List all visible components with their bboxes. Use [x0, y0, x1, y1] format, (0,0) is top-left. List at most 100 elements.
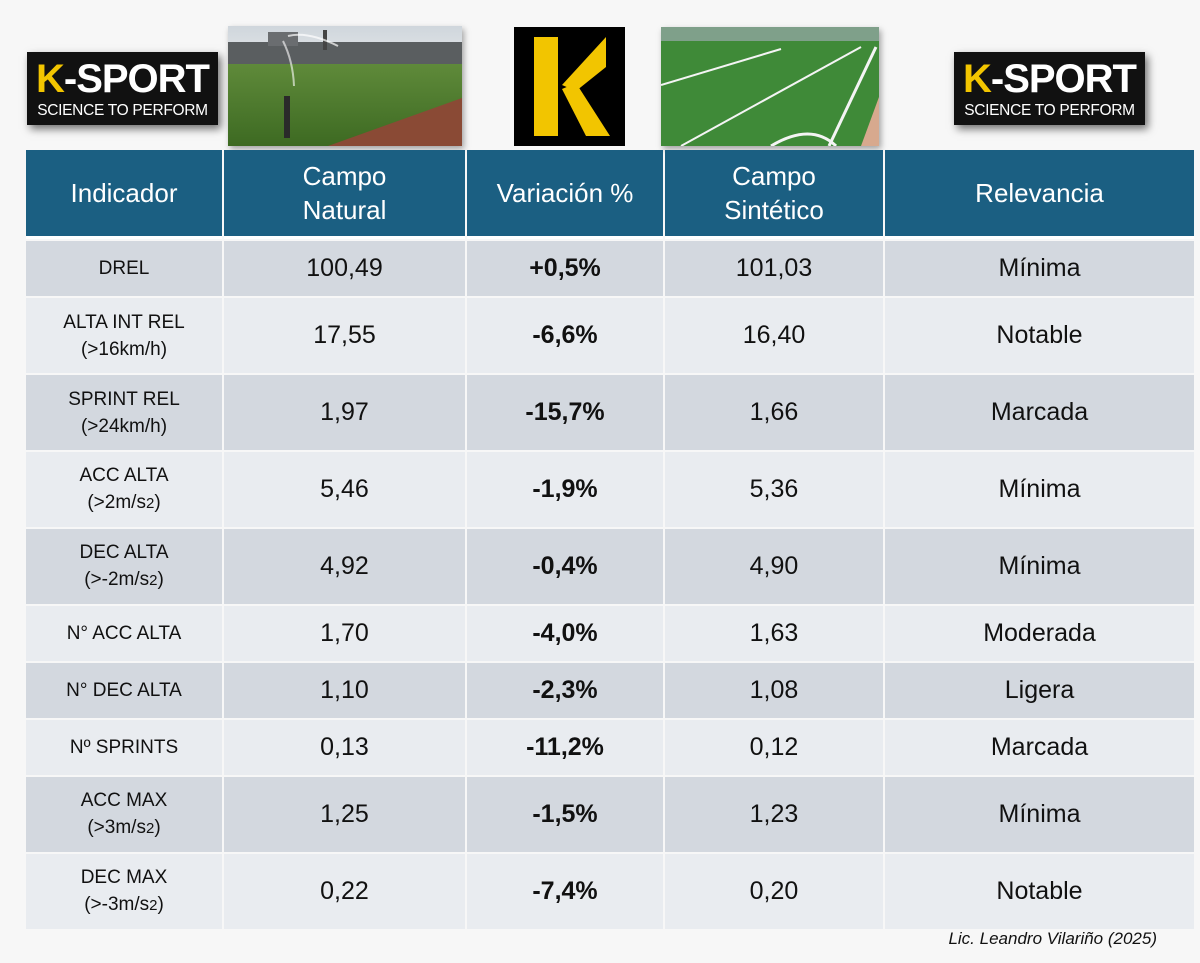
logo-tagline: SCIENCE TO PERFORM: [37, 102, 208, 119]
indicator-name: DEC MAX: [80, 867, 168, 888]
cell-natural: 1,97: [224, 375, 465, 450]
indicator-exponent: 2: [145, 495, 155, 512]
cell-relevance: Mínima: [885, 241, 1194, 296]
indicator-threshold: (>16km/h): [80, 338, 168, 360]
indicator-close: ): [157, 894, 164, 915]
table-row: DEC MAX (>-3m/s2) 0,22 -7,4% 0,20 Notable: [26, 854, 1194, 929]
cell-natural: 1,10: [224, 663, 465, 718]
cell-synthetic: 101,03: [665, 241, 883, 296]
cell-relevance: Notable: [885, 854, 1194, 929]
cell-synthetic: 1,63: [665, 606, 883, 661]
indicator-exponent: 2: [145, 820, 155, 837]
header-natural: Campo Natural: [224, 150, 465, 239]
header-variation: Variación %: [467, 150, 663, 239]
indicator-threshold: (>-2m/s: [84, 569, 150, 590]
cell-indicator: DEC ALTA (>-2m/s2): [26, 529, 222, 604]
comparison-table-container: Indicador Campo Natural Variación % Campo…: [24, 148, 1194, 931]
cell-natural: 100,49: [224, 241, 465, 296]
indicator-exponent: 2: [149, 572, 158, 589]
cell-relevance: Mínima: [885, 452, 1194, 527]
logo-tagline: SCIENCE TO PERFORM: [964, 102, 1135, 119]
indicator-name: DREL: [98, 258, 150, 279]
indicator-close: ): [154, 492, 161, 513]
cell-natural: 1,25: [224, 777, 465, 852]
cell-indicator: SPRINT REL (>24km/h): [26, 375, 222, 450]
cell-variation: -6,6%: [467, 298, 663, 373]
table-row: ALTA INT REL (>16km/h) 17,55 -6,6% 16,40 Nota…: [26, 298, 1194, 373]
cell-variation: -15,7%: [467, 375, 663, 450]
cell-variation: +0,5%: [467, 241, 663, 296]
cell-relevance: Marcada: [885, 720, 1194, 775]
cell-synthetic: 1,08: [665, 663, 883, 718]
ksport-logo-left: K-SPORT SCIENCE TO PERFORM: [27, 52, 218, 125]
table-row: DEC ALTA (>-2m/s2) 4,92 -0,4% 4,90 Mínima: [26, 529, 1194, 604]
indicator-name: DEC ALTA: [79, 542, 169, 563]
cell-synthetic: 1,66: [665, 375, 883, 450]
cell-natural: 17,55: [224, 298, 465, 373]
ksport-logo-right: K-SPORT SCIENCE TO PERFORM: [954, 52, 1145, 125]
cell-natural: 0,13: [224, 720, 465, 775]
synthetic-turf-photo: [661, 27, 879, 146]
indicator-name: N° DEC ALTA: [66, 680, 182, 701]
indicator-threshold: (>2m/s: [87, 492, 146, 513]
cell-natural: 1,70: [224, 606, 465, 661]
table-header-row: Indicador Campo Natural Variación % Campo…: [26, 150, 1194, 239]
cell-indicator: DEC MAX (>-3m/s2): [26, 854, 222, 929]
cell-variation: -7,4%: [467, 854, 663, 929]
indicator-name: SPRINT REL: [68, 388, 180, 410]
comparison-table: Indicador Campo Natural Variación % Campo…: [24, 148, 1196, 931]
cell-relevance: Mínima: [885, 777, 1194, 852]
cell-relevance: Marcada: [885, 375, 1194, 450]
indicator-name: ALTA INT REL: [63, 311, 185, 333]
header-indicator: Indicador: [26, 150, 222, 239]
cell-variation: -1,5%: [467, 777, 663, 852]
cell-indicator: ACC MAX (>3m/s2): [26, 777, 222, 852]
indicator-exponent: 2: [149, 897, 158, 914]
cell-relevance: Notable: [885, 298, 1194, 373]
indicator-close: ): [154, 817, 161, 838]
cell-indicator: DREL: [26, 241, 222, 296]
cell-synthetic: 16,40: [665, 298, 883, 373]
cell-indicator: N° ACC ALTA: [26, 606, 222, 661]
cell-synthetic: 4,90: [665, 529, 883, 604]
table-row: N° ACC ALTA 1,70 -4,0% 1,63 Moderada: [26, 606, 1194, 661]
table-body: DREL 100,49 +0,5% 101,03 Mínima ALTA INT REL(…: [26, 241, 1194, 929]
cell-synthetic: 5,36: [665, 452, 883, 527]
cell-relevance: Ligera: [885, 663, 1194, 718]
cell-indicator: ACC ALTA (>2m/s2): [26, 452, 222, 527]
table-row: ACC MAX (>3m/s2) 1,25 -1,5% 1,23 Mínima: [26, 777, 1194, 852]
k-emblem-logo: [514, 27, 625, 146]
logo-wordmark: K-SPORT: [35, 57, 210, 101]
indicator-name: ACC ALTA: [79, 465, 169, 486]
cell-relevance: Moderada: [885, 606, 1194, 661]
cell-variation: -2,3%: [467, 663, 663, 718]
header-relevance: Relevancia: [885, 150, 1194, 239]
cell-synthetic: 0,12: [665, 720, 883, 775]
cell-variation: -0,4%: [467, 529, 663, 604]
table-row: ACC ALTA (>2m/s2) 5,46 -1,9% 5,36 Mínima: [26, 452, 1194, 527]
table-row: N° DEC ALTA 1,10 -2,3% 1,08 Ligera: [26, 663, 1194, 718]
cell-natural: 4,92: [224, 529, 465, 604]
cell-natural: 0,22: [224, 854, 465, 929]
cell-variation: -1,9%: [467, 452, 663, 527]
cell-indicator: N° DEC ALTA: [26, 663, 222, 718]
indicator-threshold: (>3m/s: [87, 817, 146, 838]
indicator-close: ): [157, 569, 164, 590]
cell-synthetic: 0,20: [665, 854, 883, 929]
table-row: Nº SPRINTS 0,13 -11,2% 0,12 Marcada: [26, 720, 1194, 775]
indicator-threshold: (>24km/h): [80, 415, 168, 437]
table-row: DREL 100,49 +0,5% 101,03 Mínima: [26, 241, 1194, 296]
cell-indicator: ALTA INT REL (>16km/h): [26, 298, 222, 373]
indicator-threshold: (>-3m/s: [84, 894, 150, 915]
cell-relevance: Mínima: [885, 529, 1194, 604]
indicator-name: ACC MAX: [80, 790, 168, 811]
cell-variation: -4,0%: [467, 606, 663, 661]
table-row: SPRINT REL (>24km/h) 1,97 -15,7% 1,66 Marcada: [26, 375, 1194, 450]
cell-variation: -11,2%: [467, 720, 663, 775]
indicator-name: Nº SPRINTS: [69, 737, 179, 758]
header-synthetic: Campo Sintético: [665, 150, 883, 239]
logo-wordmark: K-SPORT: [962, 57, 1137, 101]
indicator-name: N° ACC ALTA: [66, 623, 182, 644]
author-credit: Lic. Leandro Vilariño (2025): [948, 929, 1157, 948]
natural-grass-photo: [228, 26, 462, 146]
